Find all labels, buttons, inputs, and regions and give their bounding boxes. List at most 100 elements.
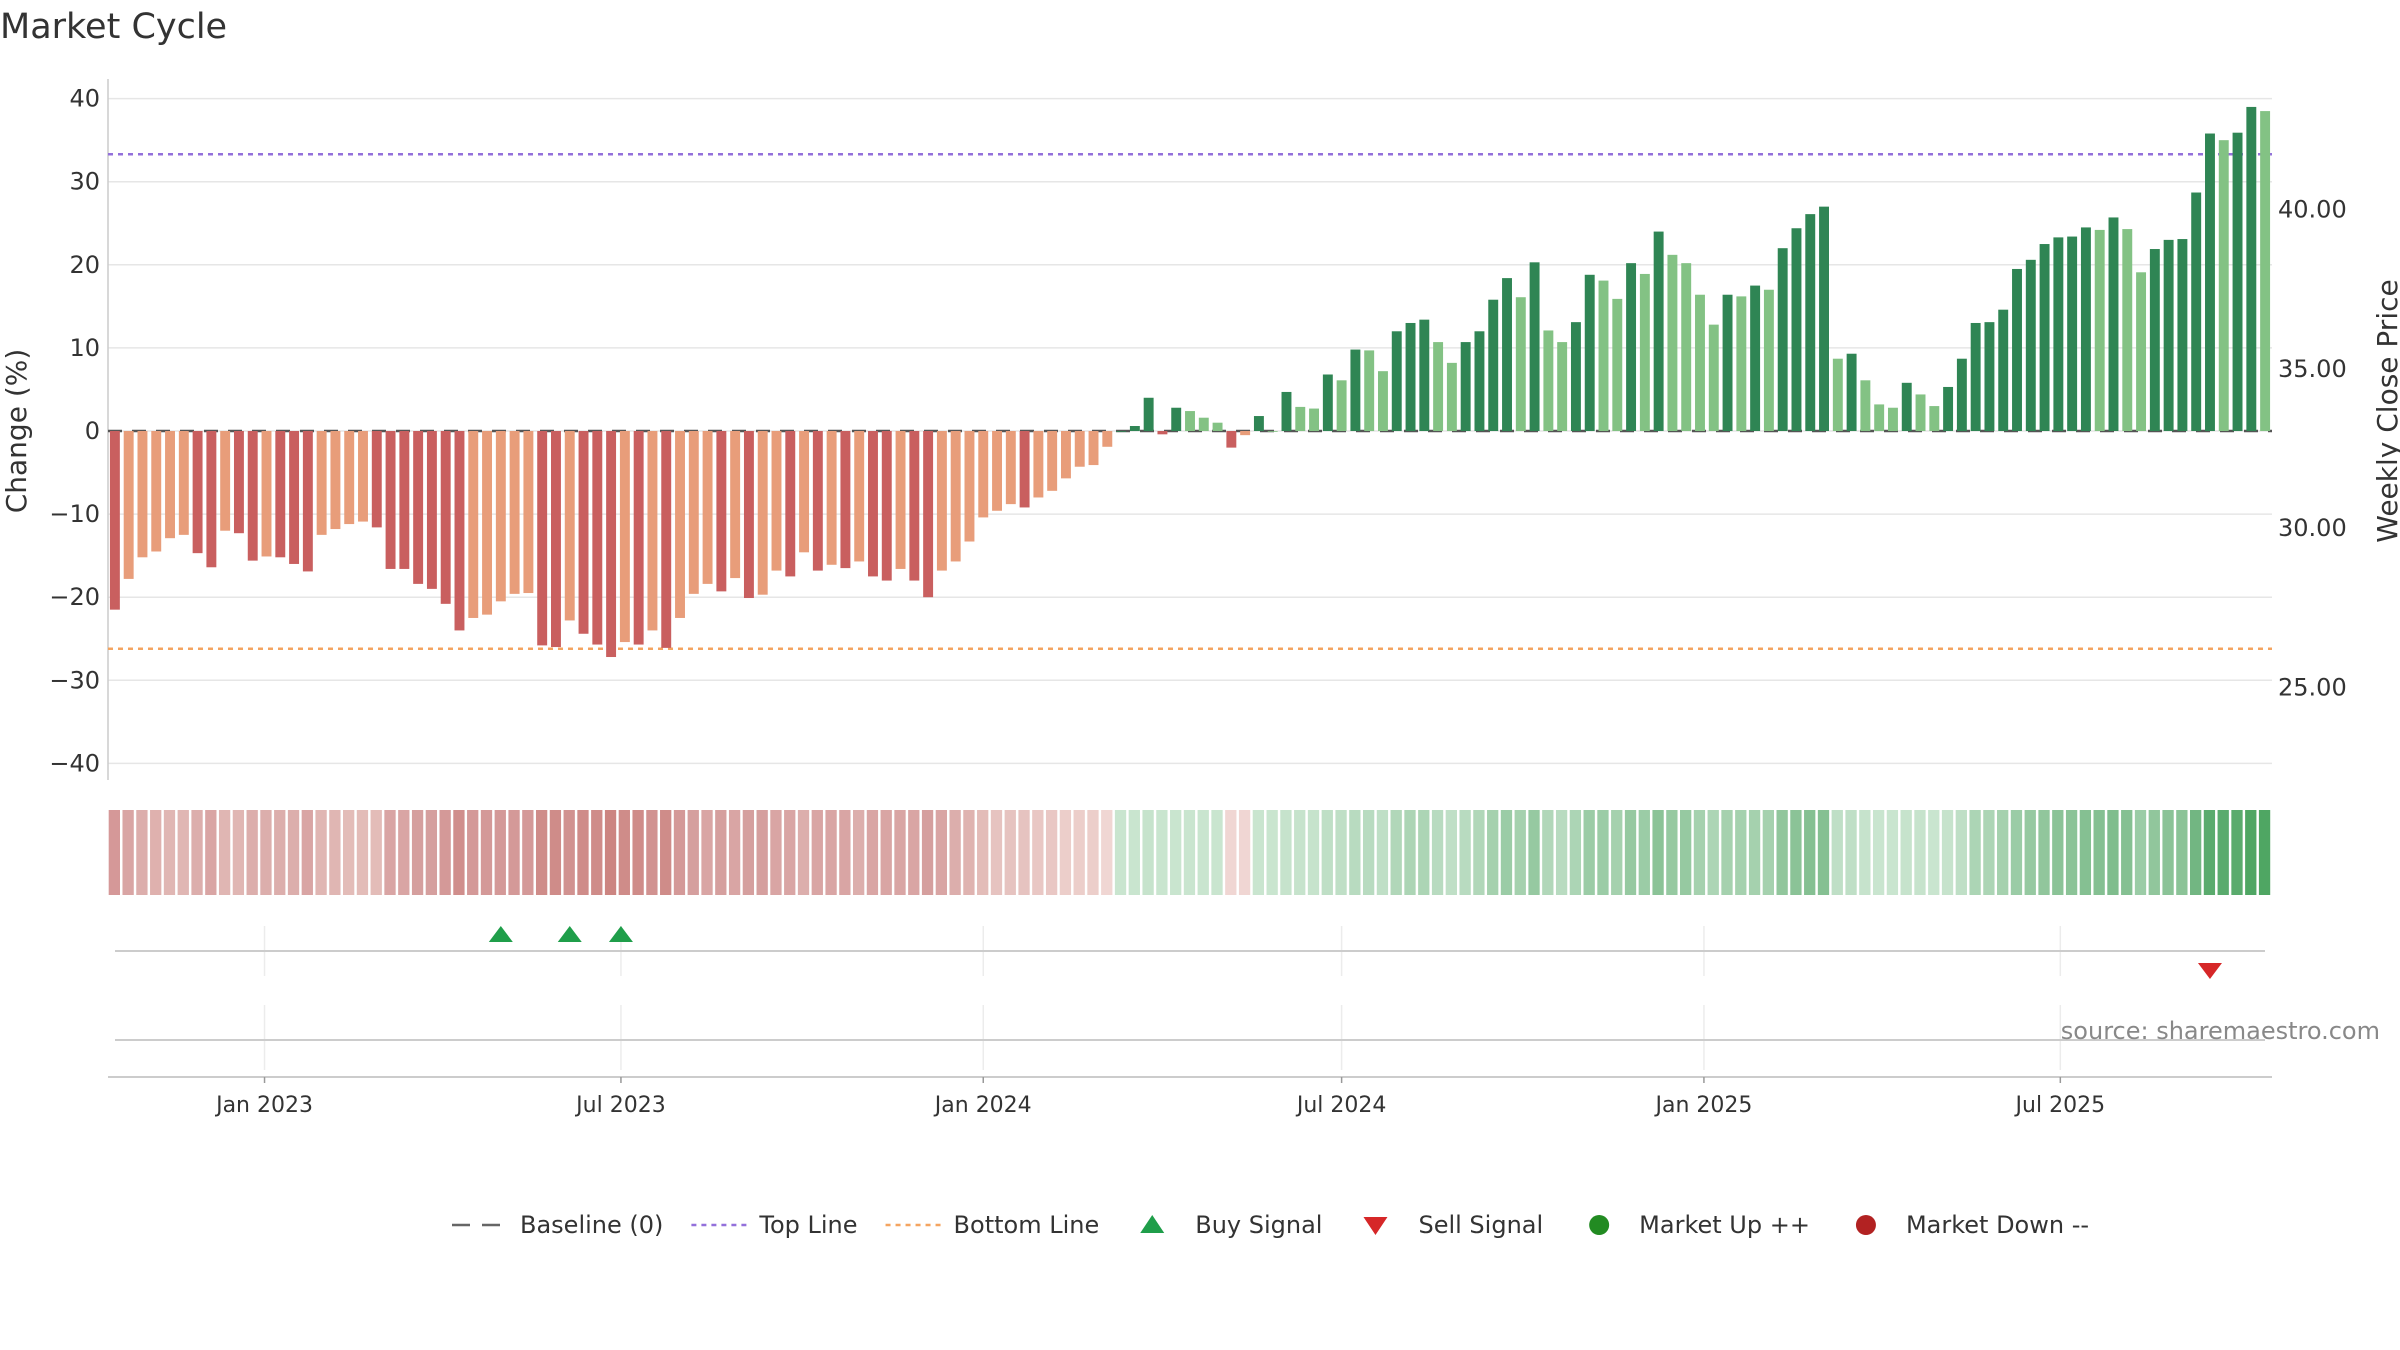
heat-cell [1804,810,1816,895]
heat-cell [2189,810,2202,895]
legend-sell-icon [1363,1217,1388,1235]
change-bar [1226,431,1237,448]
change-bar [1074,431,1085,467]
heat-cell [1831,810,1843,895]
change-bar [1915,394,1926,431]
change-bar [1446,362,1457,431]
change-bar [178,431,189,535]
heat-cell [1101,810,1113,895]
change-bar [358,431,368,522]
change-bar [1639,273,1650,431]
heat-cell [908,810,920,895]
legend-buy-icon [1140,1215,1165,1233]
change-bar [619,431,630,643]
heat-cell [563,810,575,895]
left-y-tick-label: −10 [49,500,100,528]
heat-cell [770,810,782,895]
heat-cell [1211,810,1223,895]
change-bar [1171,407,1182,431]
heat-cell [287,810,300,895]
heat-cell [1914,810,1926,895]
heat-cell [108,810,120,895]
change-bar [1667,254,1678,431]
x-tick-label: Jan 2025 [1653,1093,1752,1118]
source-text: source: sharemaestro.com [2061,1017,2380,1045]
change-bar [1281,391,1292,431]
left-y-tick-label: 30 [69,168,100,196]
heat-cell [894,810,906,895]
change-bar [785,431,796,577]
heat-cell [1404,810,1416,895]
change-bar [1488,299,1499,431]
change-bar [1805,214,1816,431]
left-y-tick-label: −20 [49,583,100,611]
change-bar [592,431,603,645]
heat-cell [329,810,341,895]
change-bar [1005,431,1016,505]
heat-cell [646,810,658,895]
x-tick-label: Jul 2025 [2014,1093,2106,1118]
change-bar [1708,324,1719,431]
bottom-panel [115,1005,2265,1070]
heat-cell [1280,810,1292,895]
heat-cell [549,810,562,895]
change-bar [2191,192,2202,431]
heat-cell [880,810,892,895]
heat-cell [1886,810,1899,895]
change-bar [206,431,217,568]
heat-cell [1542,810,1554,895]
change-bar [1763,289,1774,431]
change-bar [1943,386,1954,431]
heat-cell [1748,810,1761,895]
change-bar [1212,422,1223,431]
heat-cell [742,810,755,895]
heat-cell [1059,810,1072,895]
change-bar [702,431,713,584]
heat-cell [1872,810,1885,895]
heat-cell [839,810,851,895]
change-bar [523,431,534,594]
change-bar [1750,285,1761,431]
change-bar [854,431,865,562]
heat-cell [1666,810,1678,895]
right-y-axis: 40.00 35.00 30.00 25.00 [2278,195,2347,701]
change-bar [606,431,617,658]
change-bar [495,431,506,602]
change-bar [1998,309,2009,431]
heat-cell [866,810,879,895]
heat-cell [1142,810,1154,895]
heat-cell [535,810,548,895]
heat-cell [522,810,534,895]
left-y-tick-label: −30 [49,666,100,694]
change-bar [371,431,382,528]
change-bar [757,431,768,595]
change-bars [109,106,2271,658]
heat-cell [1845,810,1857,895]
change-bar [482,431,493,615]
change-bar [1322,374,1333,431]
heat-cell [232,810,245,895]
heat-cell [2121,810,2133,895]
heat-cell [1170,810,1182,895]
change-bar [2136,272,2147,431]
left-y-axis-label: Change (%) [0,349,33,514]
change-bar [289,431,300,564]
heat-cell [218,810,231,895]
left-y-tick-label: 0 [85,417,100,445]
heat-cell [2148,810,2160,895]
heat-cell [604,810,617,895]
heat-cell [1652,810,1664,895]
change-bar [1336,380,1347,431]
heat-cell [2258,810,2271,895]
change-bar [1736,296,1747,431]
change-bar [1060,431,1071,479]
change-bar [964,431,975,542]
heat-cell [1418,810,1430,895]
heat-cell [1762,810,1775,895]
heat-cell [191,810,203,895]
heat-cell [1597,810,1609,895]
legend-label: Bottom Line [954,1211,1100,1239]
change-bar [399,431,410,569]
heat-cell [591,810,603,895]
change-bar [1253,416,1264,431]
